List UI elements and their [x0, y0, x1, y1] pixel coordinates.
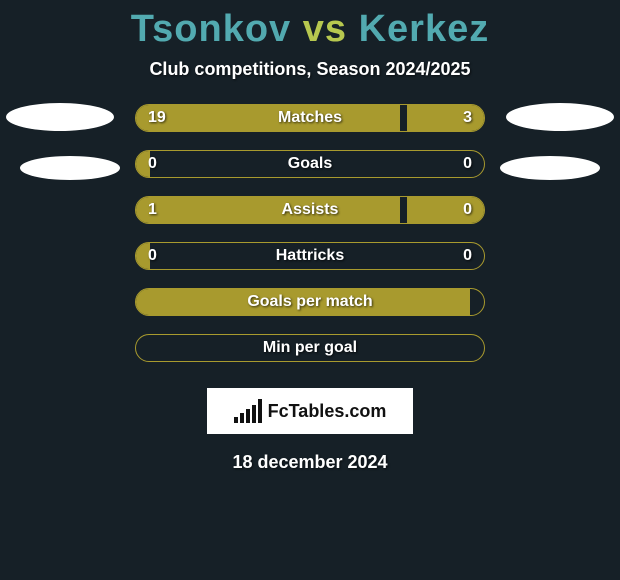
stat-row: Hattricks0 0: [135, 242, 485, 270]
player-ellipse-right: [506, 103, 614, 131]
logo-bar: [240, 413, 244, 423]
stat-row: Assists1 0: [135, 196, 485, 224]
stat-row: Min per goal: [135, 334, 485, 362]
stat-label: Assists: [136, 197, 484, 223]
stat-label: Matches: [136, 105, 484, 131]
logo-bar: [234, 417, 238, 423]
logo-bars-icon: [234, 399, 262, 423]
stat-value-left: 1: [148, 197, 157, 223]
stat-row: Goals per match: [135, 288, 485, 316]
stat-value-right: 0: [463, 243, 472, 269]
date-label: 18 december 2024: [232, 452, 387, 473]
stat-value-right: 0: [463, 197, 472, 223]
player1-name: Tsonkov: [131, 8, 291, 50]
fctables-logo: FcTables.com: [207, 388, 413, 434]
logo-bar: [246, 409, 250, 423]
stat-value-right: 3: [463, 105, 472, 131]
comparison-chart: Matches193Goals00Assists10Hattricks00Goa…: [0, 104, 620, 380]
stat-row: Matches19 3: [135, 104, 485, 132]
player-ellipse-left: [20, 156, 120, 180]
comparison-title: Tsonkov vs Kerkez: [131, 8, 489, 51]
subtitle: Club competitions, Season 2024/2025: [149, 59, 470, 80]
title-vs: vs: [291, 8, 358, 50]
stat-value-left: 0: [148, 151, 157, 177]
stat-label: Min per goal: [136, 335, 484, 361]
stat-row: Goals0 0: [135, 150, 485, 178]
player2-name: Kerkez: [359, 8, 490, 50]
stat-label: Hattricks: [136, 243, 484, 269]
stat-value-left: 0: [148, 243, 157, 269]
player-ellipse-right: [500, 156, 600, 180]
logo-bar: [258, 399, 262, 423]
stat-value-right: 0: [463, 151, 472, 177]
stat-value-left: 19: [148, 105, 166, 131]
logo-bar: [252, 405, 256, 423]
player-ellipse-left: [6, 103, 114, 131]
logo-text: FcTables.com: [268, 401, 387, 422]
stat-label: Goals per match: [136, 289, 484, 315]
stat-label: Goals: [136, 151, 484, 177]
